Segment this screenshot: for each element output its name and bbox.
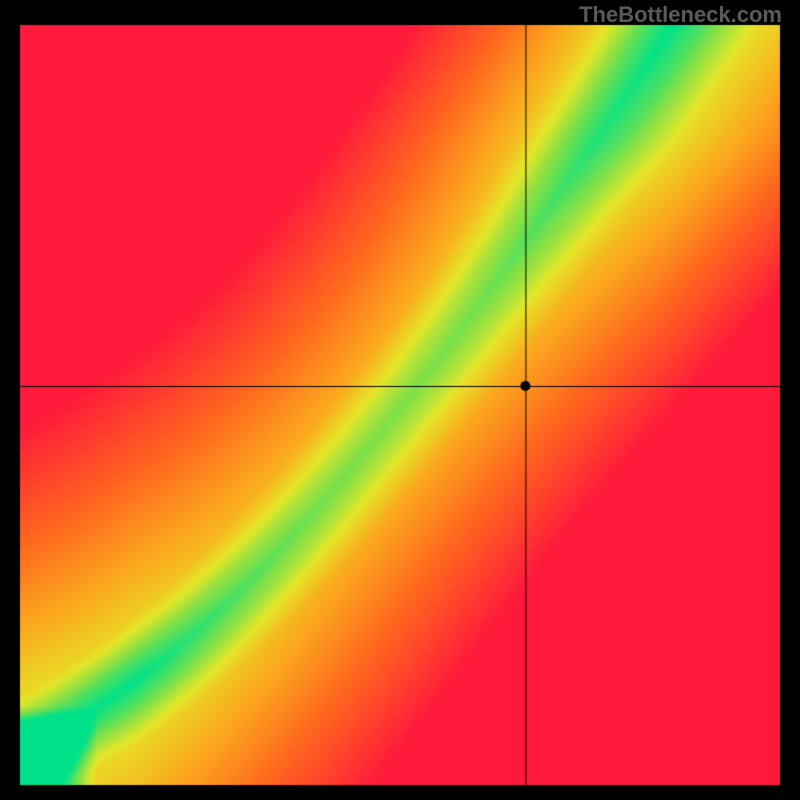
bottleneck-heatmap-canvas [0,0,800,800]
watermark-text: TheBottleneck.com [579,2,782,28]
